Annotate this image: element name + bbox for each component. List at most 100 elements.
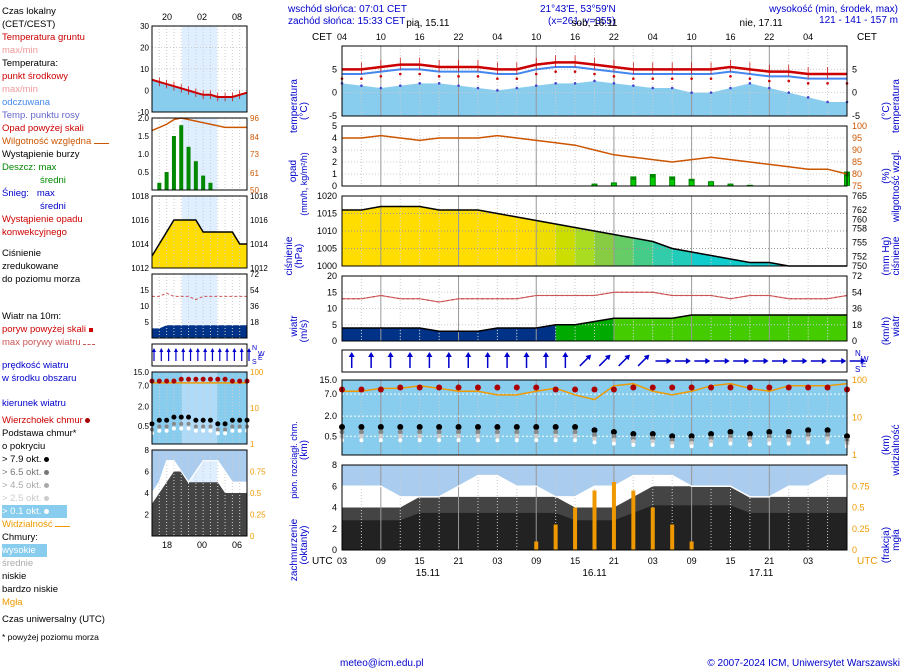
svg-text:100: 100 xyxy=(852,121,867,131)
svg-text:0: 0 xyxy=(852,336,857,346)
leg-conv: Wystąpienie opadu xyxy=(2,213,132,226)
leg-cm: średnie xyxy=(2,557,132,570)
svg-text:15: 15 xyxy=(415,556,425,566)
svg-text:-5: -5 xyxy=(329,111,337,121)
svg-text:5: 5 xyxy=(852,64,857,74)
svg-text:22: 22 xyxy=(609,32,619,42)
svg-text:06: 06 xyxy=(232,540,242,550)
svg-text:0: 0 xyxy=(332,545,337,555)
leg-vis: Widzialność xyxy=(2,518,132,531)
svg-text:762: 762 xyxy=(852,205,867,215)
svg-text:20: 20 xyxy=(327,271,337,281)
svg-text:18: 18 xyxy=(162,540,172,550)
svg-text:S: S xyxy=(252,359,257,366)
svg-text:wilgotność wzgl.: wilgotność wzgl. xyxy=(891,150,902,223)
leg-temp: Temperatura: xyxy=(2,57,132,70)
svg-text:765: 765 xyxy=(852,191,867,201)
svg-text:84: 84 xyxy=(250,133,259,142)
svg-text:04: 04 xyxy=(492,32,502,42)
svg-text:4: 4 xyxy=(332,133,337,143)
leg-ct: Wierzchołek chmur xyxy=(2,414,132,427)
leg-felt: odczuwana xyxy=(2,96,132,109)
svg-text:03: 03 xyxy=(492,556,502,566)
leg-time: Czas lokalny xyxy=(2,5,132,18)
svg-text:CET: CET xyxy=(312,32,332,43)
svg-text:760: 760 xyxy=(852,214,867,224)
svg-text:opad: opad xyxy=(288,160,299,182)
leg-cov: o pokryciu xyxy=(2,440,132,453)
svg-text:ciśnienie: ciśnienie xyxy=(891,236,902,275)
svg-text:0: 0 xyxy=(250,532,255,541)
svg-text:10: 10 xyxy=(531,32,541,42)
svg-text:02: 02 xyxy=(197,12,207,22)
svg-text:18: 18 xyxy=(250,318,259,327)
svg-text:20: 20 xyxy=(140,44,149,53)
svg-text:2: 2 xyxy=(332,524,337,534)
leg-mm: max/min xyxy=(2,44,132,57)
svg-text:6: 6 xyxy=(145,468,150,477)
leg-clouds: Chmury: xyxy=(2,531,132,544)
leg-hum: Wilgotność względna xyxy=(2,135,132,148)
svg-text:1018: 1018 xyxy=(250,192,268,201)
leg-press3: do poziomu morza xyxy=(2,273,132,286)
svg-text:10: 10 xyxy=(376,32,386,42)
svg-text:10: 10 xyxy=(687,32,697,42)
leg-press: Ciśnienie xyxy=(2,247,132,260)
svg-text:pią, 15.11: pią, 15.11 xyxy=(406,18,450,29)
svg-text:95: 95 xyxy=(852,133,862,143)
svg-text:1015: 1015 xyxy=(317,209,337,219)
svg-text:1014: 1014 xyxy=(132,240,150,249)
svg-text:1.5: 1.5 xyxy=(138,132,150,141)
leg-wd: kierunek wiatru xyxy=(2,397,132,410)
svg-text:0.75: 0.75 xyxy=(250,468,266,477)
svg-text:750: 750 xyxy=(852,261,867,271)
svg-text:15.11: 15.11 xyxy=(416,568,441,579)
leg-wind10: Wiatr na 10m: xyxy=(2,310,132,323)
meteogram-container: wschód słońca: 07:01 CET zachód słońca: … xyxy=(0,0,910,660)
svg-text:0.5: 0.5 xyxy=(138,168,150,177)
leg-mm2: max/min xyxy=(2,83,132,96)
svg-text:0.25: 0.25 xyxy=(250,511,266,520)
svg-text:1: 1 xyxy=(250,440,255,449)
svg-text:08: 08 xyxy=(232,12,242,22)
svg-text:wiatr: wiatr xyxy=(289,315,300,338)
svg-text:pion. rozciągł. chm.: pion. rozciągł. chm. xyxy=(289,421,299,499)
svg-text:temperatura: temperatura xyxy=(289,79,300,133)
leg-snow: Śnieg: max xyxy=(2,187,132,200)
svg-text:4: 4 xyxy=(332,503,337,513)
svg-text:85: 85 xyxy=(852,157,862,167)
svg-text:5: 5 xyxy=(332,320,337,330)
svg-text:UTC: UTC xyxy=(312,556,333,567)
svg-text:widzialność: widzialność xyxy=(891,424,902,476)
svg-text:90: 90 xyxy=(852,145,862,155)
svg-text:21: 21 xyxy=(454,556,464,566)
main-charts: CETCET04101622041016220410162204pią, 15.… xyxy=(282,12,910,642)
svg-text:17.11: 17.11 xyxy=(749,568,774,579)
svg-text:zachmurzenie: zachmurzenie xyxy=(289,518,300,581)
svg-text:96: 96 xyxy=(250,114,259,123)
svg-text:S: S xyxy=(855,365,860,374)
leg-storm: Wystąpienie burzy xyxy=(2,148,132,161)
svg-text:10: 10 xyxy=(140,65,149,74)
svg-text:N: N xyxy=(252,345,257,352)
svg-text:nie, 17.11: nie, 17.11 xyxy=(740,18,784,29)
svg-text:36: 36 xyxy=(852,304,862,314)
svg-text:0: 0 xyxy=(332,336,337,346)
svg-text:3: 3 xyxy=(332,145,337,155)
leg-ws: prędkość wiatru xyxy=(2,359,132,372)
svg-text:0.5: 0.5 xyxy=(250,489,262,498)
leg-rain-mean: średni xyxy=(2,174,132,187)
svg-text:1.0: 1.0 xyxy=(138,150,150,159)
svg-text:21: 21 xyxy=(764,556,774,566)
svg-text:2.0: 2.0 xyxy=(324,411,337,421)
svg-text:03: 03 xyxy=(337,556,347,566)
leg-o79: > 7.9 okt. xyxy=(2,453,132,466)
svg-text:09: 09 xyxy=(376,556,386,566)
svg-text:1000: 1000 xyxy=(317,261,337,271)
svg-text:16: 16 xyxy=(415,32,425,42)
legend-column: Czas lokalny (CET/CEST) Temperatura grun… xyxy=(2,5,132,626)
leg-ws2: w środku obszaru xyxy=(2,372,132,385)
svg-text:22: 22 xyxy=(454,32,464,42)
svg-text:1016: 1016 xyxy=(250,216,268,225)
leg-cvl: bardzo niskie xyxy=(2,583,132,596)
